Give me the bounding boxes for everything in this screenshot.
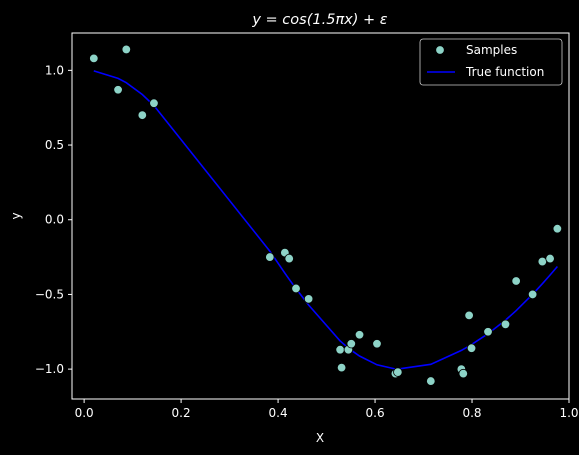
y-axis-label: y	[9, 212, 23, 219]
sample-point	[552, 223, 563, 234]
sample-point	[545, 253, 555, 264]
sample-point	[466, 343, 477, 353]
sample-point	[336, 362, 347, 373]
axis-ticks: 0.0 0.2 0.4 0.6 0.8 1.0 1.0 0.5 0.0 −0.5 −1.0	[35, 63, 579, 420]
sample-point	[511, 276, 521, 286]
legend-box	[419, 38, 563, 86]
sample-point	[284, 253, 294, 264]
x-tick-label: 0.4	[269, 406, 288, 420]
legend-samples-label: Samples	[466, 43, 517, 57]
y-tick-label: −0.5	[35, 287, 64, 301]
sample-point	[149, 98, 159, 108]
sample-point	[113, 85, 123, 95]
sample-point	[265, 252, 275, 262]
chart-title-suffix: x) + ε	[343, 12, 388, 28]
y-tick-label: 0.5	[45, 138, 64, 152]
x-tick-label: 0.8	[462, 406, 481, 420]
sample-point	[426, 376, 436, 386]
legend: Samples True function	[419, 38, 563, 86]
chart-title-pi: π	[335, 12, 344, 28]
sample-point	[393, 367, 403, 377]
chart-title: y = cos(1.5πx) + ε	[251, 12, 387, 28]
plot-area	[89, 44, 563, 386]
chart-title-prefix: y = cos(1.5	[251, 12, 335, 28]
axes-frame	[71, 32, 570, 400]
legend-samples-marker	[435, 45, 445, 55]
sample-point	[372, 339, 382, 349]
x-tick-label: 0.6	[366, 406, 385, 420]
x-tick-label: 0.0	[75, 406, 94, 420]
sample-point	[346, 339, 356, 349]
y-tick-label: −1.0	[35, 362, 64, 376]
sample-point	[500, 319, 511, 330]
sample-point	[89, 53, 99, 64]
y-tick-label: 0.0	[45, 213, 64, 227]
sample-point	[483, 327, 493, 337]
sample-point	[291, 283, 301, 294]
sample-point	[335, 345, 345, 355]
legend-line-label: True function	[465, 65, 544, 79]
sample-point	[121, 44, 132, 55]
x-tick-label: 0.2	[172, 406, 191, 420]
sample-point	[527, 289, 538, 300]
y-tick-label: 1.0	[45, 63, 64, 77]
sample-point	[537, 256, 548, 267]
true-function-line	[93, 70, 559, 370]
x-axis-label: X	[316, 431, 324, 445]
sample-point	[458, 368, 468, 379]
sample-point	[354, 330, 365, 340]
sample-point	[137, 110, 148, 120]
x-tick-label: 1.0	[559, 406, 578, 420]
sample-point	[303, 294, 314, 304]
sample-point	[464, 310, 474, 321]
